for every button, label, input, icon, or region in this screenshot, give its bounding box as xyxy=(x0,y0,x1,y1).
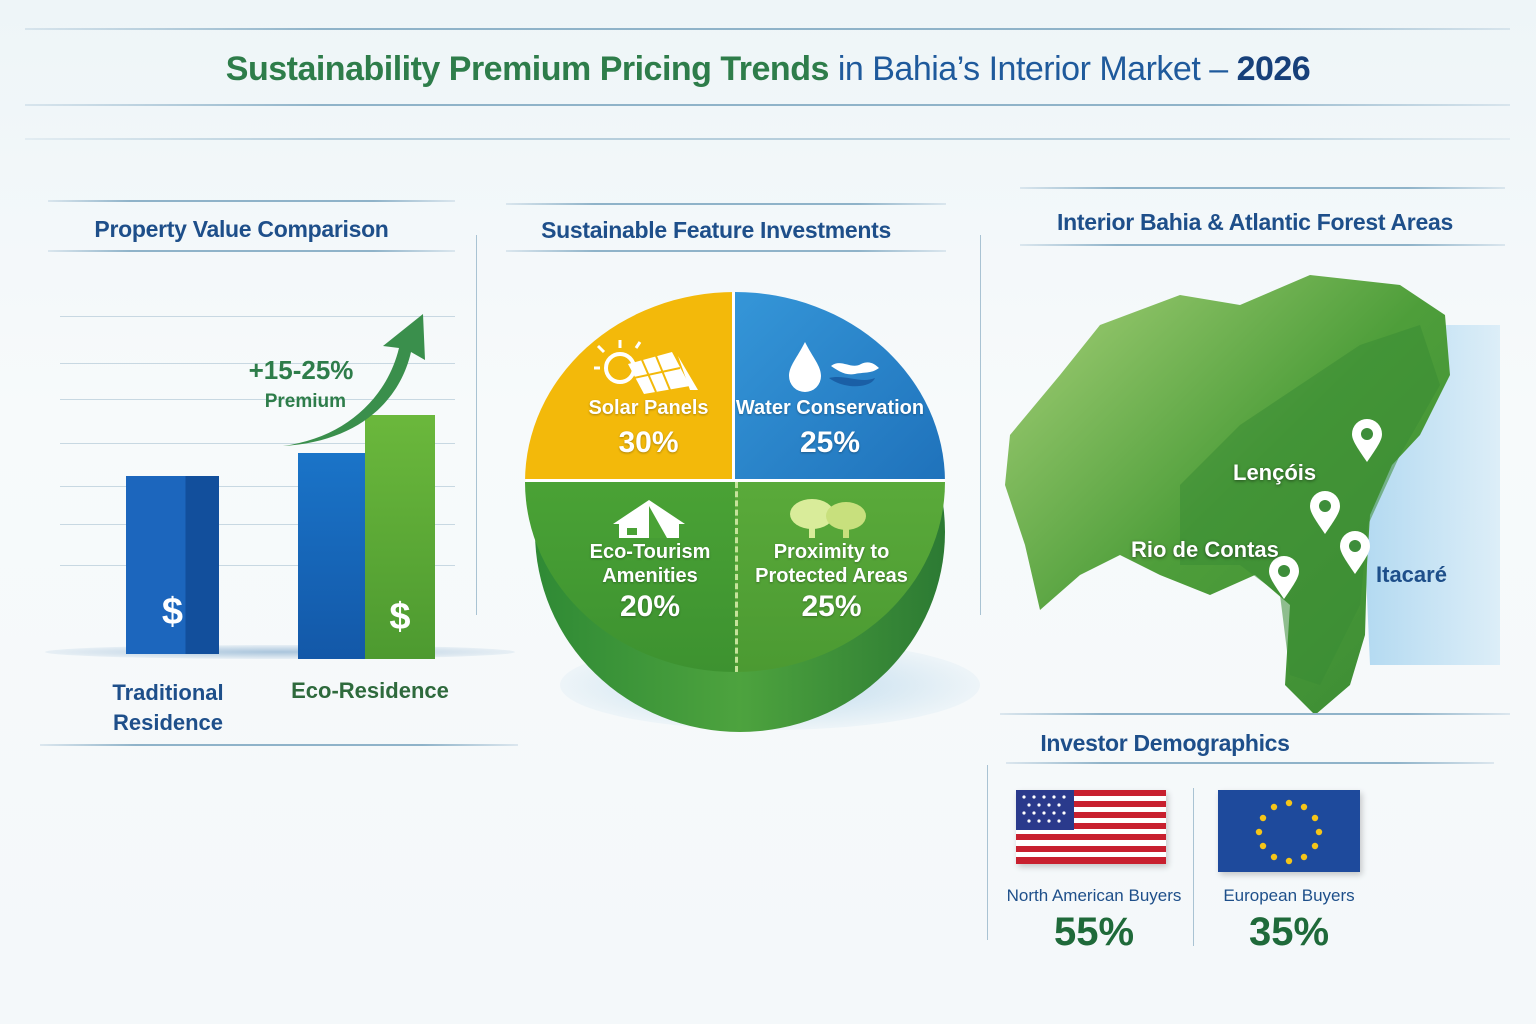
header-rule-2 xyxy=(25,138,1510,140)
section-title-demographics: Investor Demographics xyxy=(1040,730,1290,756)
page-title: Sustainability Premium Pricing Trends in… xyxy=(0,50,1536,89)
header-bottom-rule xyxy=(25,104,1510,106)
panel-divider xyxy=(980,235,981,615)
gridline xyxy=(60,363,455,364)
demographic-value-north-america: 55% xyxy=(1053,910,1135,954)
map-pin-icon[interactable] xyxy=(1350,418,1384,464)
bar-chart-floor xyxy=(45,645,515,659)
gridline xyxy=(60,316,455,317)
section-rule xyxy=(1006,762,1494,764)
premium-arrow-icon xyxy=(283,314,425,446)
gridline xyxy=(60,524,455,525)
us-flag-icon xyxy=(1016,790,1166,864)
category-label-eco: Eco-Residence xyxy=(291,678,449,703)
panel-divider xyxy=(987,765,988,940)
title-year: 2026 xyxy=(1236,50,1311,88)
slice-value: 20% xyxy=(619,590,681,623)
bar-traditional-residence: $ xyxy=(126,476,219,654)
section-title-map: Interior Bahia & Atlantic Forest Areas xyxy=(1057,209,1453,235)
panel-divider xyxy=(476,235,477,615)
pie-top: Solar Panels 30% Water Conservation 25% xyxy=(525,292,945,672)
trees-icon xyxy=(789,499,866,538)
header-top-rule xyxy=(25,28,1510,30)
demographic-label-north-america: North American Buyers xyxy=(1006,886,1182,905)
eu-flag-icon xyxy=(1218,790,1360,872)
panel-bottom-rule xyxy=(40,744,518,746)
slice-value: 25% xyxy=(801,590,862,623)
slice-eco-tourism: Eco-Tourism Amenities 20% xyxy=(525,482,735,672)
solar-panel-icon xyxy=(593,340,698,394)
water-drop-icon xyxy=(789,342,879,392)
section-rule-bottom xyxy=(1020,244,1505,246)
title-secondary: in Bahia’s Interior Market – xyxy=(828,50,1237,88)
premium-value: +15-25% xyxy=(248,355,354,385)
gridline xyxy=(60,565,455,566)
slice-protected-areas: Proximity to Protected Areas 25% xyxy=(735,482,945,672)
slice-water-conservation: Water Conservation 25% xyxy=(735,292,945,482)
label-line: Traditional xyxy=(112,680,224,705)
dollar-icon: $ xyxy=(161,591,184,633)
section-rule-bottom xyxy=(48,250,455,252)
demographic-value-europe: 35% xyxy=(1248,910,1330,954)
dollar-icon: $ xyxy=(389,596,411,638)
category-label-traditional: Traditional Residence xyxy=(88,678,248,738)
slice-label: Amenities xyxy=(602,565,698,587)
section-rule-top xyxy=(1020,187,1505,189)
bar-eco-residence-base xyxy=(298,453,365,659)
city-label-rio-de-contas: Rio de Contas xyxy=(1131,537,1279,562)
map-pin-icon[interactable] xyxy=(1308,490,1342,536)
city-label-itacare: Itacaré xyxy=(1376,562,1447,587)
atlantic-forest-region xyxy=(1180,325,1440,685)
slice-label: Solar Panels xyxy=(588,397,709,419)
title-primary: Sustainability Premium Pricing Trends xyxy=(225,50,830,88)
gridline xyxy=(60,443,455,444)
slice-label: Protected Areas xyxy=(755,565,908,587)
section-rule-top xyxy=(506,203,946,205)
section-title-property-value: Property Value Comparison xyxy=(94,216,389,242)
panel-divider xyxy=(1193,788,1194,946)
city-label-lencois: Lençóis xyxy=(1233,460,1317,485)
slice-solar-panels: Solar Panels 30% xyxy=(525,292,735,482)
demographic-label-europe: European Buyers xyxy=(1223,886,1355,905)
bar-eco-residence-premium: $ xyxy=(365,415,435,659)
bahia-map[interactable] xyxy=(1000,265,1500,725)
map-pin-icon[interactable] xyxy=(1338,530,1372,576)
pie-chart: Solar Panels 30% Water Conservation 25% xyxy=(525,292,945,732)
label-line: Residence xyxy=(112,710,224,735)
section-rule-top xyxy=(48,200,455,202)
slice-label: Proximity to xyxy=(773,541,890,563)
premium-label: Premium xyxy=(264,391,346,412)
map-bottom-rule xyxy=(1000,713,1510,715)
slice-label: Eco-Tourism xyxy=(589,541,711,563)
slice-value: 30% xyxy=(618,426,679,459)
gridline xyxy=(60,399,455,400)
section-rule-bottom xyxy=(506,250,946,252)
gridline xyxy=(60,486,455,487)
map-pin-icon[interactable] xyxy=(1267,555,1301,601)
slice-value: 25% xyxy=(799,426,861,459)
slice-label: Water Conservation xyxy=(735,397,925,419)
tent-icon xyxy=(613,500,685,538)
section-title-feature-investments: Sustainable Feature Investments xyxy=(541,217,891,243)
